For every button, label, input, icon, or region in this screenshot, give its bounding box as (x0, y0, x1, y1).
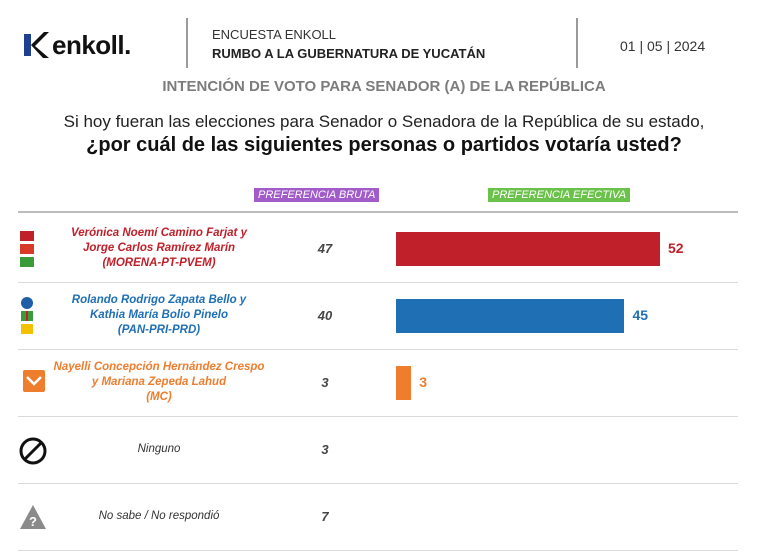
efectiva-value-label: 3 (419, 373, 428, 390)
survey-title: ENCUESTA ENKOLL RUMBO A LA GUBERNATURA D… (212, 25, 485, 63)
candidate-label-line: Rolando Rodrigo Zapata Bello y (71, 294, 247, 306)
enkoll-mark-icon (24, 32, 49, 58)
header-divider-right (576, 18, 578, 68)
pan-pri-prd-logos-icon (18, 296, 36, 341)
efectiva-bar (396, 298, 625, 333)
question-line1: Si hoy fueran las elecciones para Senado… (63, 112, 705, 131)
candidate-label-line: Kathia María Bolio Pinelo (89, 309, 229, 321)
enkoll-logo: enkoll. (22, 28, 131, 62)
bruta-value: 7 (321, 508, 329, 524)
candidate-label: No sabe / No respondió (44, 509, 274, 524)
candidate-label-line: Verónica Noemí Camino Farjat y (71, 227, 247, 239)
candidate-label: Nayelli Concepción Hernández Crespo y Mar… (44, 360, 274, 405)
morena-pt-pvem-logos-icon (18, 229, 36, 274)
candidate-label: Rolando Rodrigo Zapata Bello y Kathia Mar… (44, 293, 274, 338)
table-top-rule (18, 211, 738, 213)
survey-date: 01 | 05 | 2024 (620, 38, 706, 54)
candidate-label-line: (PAN-PRI-PRD) (117, 324, 201, 336)
row-divider (18, 282, 738, 283)
question-line2: ¿por cuál de las siguientes personas o p… (86, 134, 682, 156)
efectiva-value-label: 52 (668, 239, 684, 256)
efectiva-bar (396, 365, 412, 400)
candidate-label-line: (MC) (146, 391, 172, 403)
survey-line2: RUMBO A LA GUBERNATURA DE YUCATÁN (212, 46, 486, 61)
bruta-value: 47 (317, 240, 333, 256)
row-divider (18, 349, 738, 350)
svg-text:?: ? (29, 514, 37, 529)
chart-subtitle: INTENCIÓN DE VOTO PARA SENADOR (A) DE LA… (162, 78, 606, 95)
candidate-label: Ninguno (44, 442, 274, 457)
column-header-bruta: PREFERENCIA BRUTA (254, 188, 380, 202)
candidate-label-line: No sabe / No respondió (98, 510, 220, 522)
candidate-label-line: (MORENA-PT-PVEM) (102, 257, 216, 269)
candidate-label-line: Nayelli Concepción Hernández Crespo (53, 361, 265, 373)
row-divider (18, 550, 738, 551)
prohibited-icon (18, 436, 48, 471)
logo-text: enkoll. (52, 29, 131, 60)
bruta-value: 3 (321, 441, 329, 457)
row-divider (18, 416, 738, 417)
row-divider (18, 483, 738, 484)
efectiva-value-label: 45 (632, 306, 649, 323)
warning-question-icon: ? (18, 503, 48, 536)
candidate-label-line: Jorge Carlos Ramírez Marín (82, 242, 236, 254)
candidate-label: Verónica Noemí Camino Farjat y Jorge Carl… (44, 226, 274, 271)
mc-logo-icon (22, 369, 46, 398)
column-header-efectiva: PREFERENCIA EFECTIVA (488, 188, 631, 202)
survey-line1: ENCUESTA ENKOLL (212, 27, 337, 42)
header-divider-left (186, 18, 188, 68)
candidate-label-line: Ninguno (137, 443, 181, 455)
bruta-value: 3 (321, 374, 329, 390)
candidate-label-line: y Mariana Zepeda Lahud (91, 376, 227, 388)
efectiva-bar (396, 231, 660, 266)
bruta-value: 40 (317, 307, 333, 323)
